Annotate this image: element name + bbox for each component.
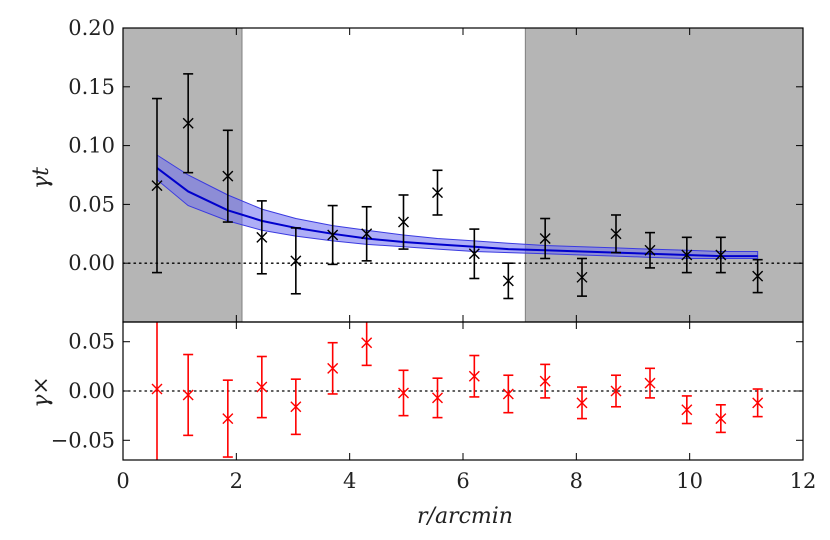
gamma-t-point-11 bbox=[539, 217, 551, 260]
gamma-x-marker-6 bbox=[361, 337, 373, 349]
gamma-x-point-9 bbox=[468, 354, 480, 398]
gamma-x-marker-10 bbox=[502, 388, 514, 400]
model-line bbox=[156, 167, 758, 258]
bottom-points-layer bbox=[151, 322, 764, 460]
gamma-t-marker-11 bbox=[539, 233, 551, 244]
gamma-x-point-4 bbox=[290, 378, 302, 436]
gamma-t-marker-8 bbox=[432, 187, 443, 199]
gamma-t-marker-14 bbox=[644, 244, 656, 256]
gamma-t-marker-5 bbox=[327, 229, 339, 241]
gamma-t-marker-13 bbox=[610, 228, 622, 240]
gamma-t-marker-7 bbox=[398, 216, 409, 228]
gamma-t-marker-2 bbox=[222, 170, 234, 182]
xtick-label-5: 10 bbox=[676, 469, 703, 493]
axis-tick-labels: 0.00 0.05 0.10 0.15 0.20 −0.05 0.00 0.05 0 2 4 6 8 10… bbox=[51, 16, 817, 493]
gamma-t-point-12 bbox=[576, 257, 588, 297]
gamma-t-point-7 bbox=[398, 194, 409, 250]
gamma-t-marker-1 bbox=[182, 117, 194, 129]
gamma-x-point-5 bbox=[327, 341, 339, 395]
xtick-label-4: 8 bbox=[570, 469, 583, 493]
gamma-t-point-15 bbox=[681, 236, 693, 274]
gamma-t-point-4 bbox=[290, 227, 302, 295]
xtick-label-0: 0 bbox=[116, 469, 129, 493]
xtick-label-6: 12 bbox=[790, 469, 817, 493]
gamma-x-marker-4 bbox=[290, 401, 302, 413]
gamma-t-marker-0 bbox=[151, 180, 163, 192]
bottom-ytick-label-2: 0.05 bbox=[68, 330, 115, 354]
gamma-x-point-7 bbox=[398, 369, 409, 417]
gamma-x-point-6 bbox=[361, 322, 373, 367]
gamma-x-marker-17 bbox=[752, 397, 764, 409]
bottom-ytick-label-0: −0.05 bbox=[51, 428, 115, 452]
gamma-x-marker-13 bbox=[610, 385, 622, 397]
top-ytick-label-3: 0.15 bbox=[68, 75, 115, 99]
xtick-label-3: 6 bbox=[456, 469, 469, 493]
gamma-t-marker-17 bbox=[752, 270, 764, 282]
gamma-t-point-3 bbox=[256, 200, 268, 275]
gamma-x-marker-0 bbox=[151, 383, 163, 395]
top-ytick-label-2: 0.10 bbox=[68, 134, 115, 158]
gamma-t-marker-15 bbox=[681, 249, 693, 261]
gamma-t-point-10 bbox=[502, 262, 514, 300]
bottom-ytick-label-1: 0.00 bbox=[68, 379, 115, 403]
gamma-x-marker-15 bbox=[681, 404, 693, 416]
gamma-t-point-8 bbox=[432, 169, 443, 216]
gamma-t-point-0 bbox=[151, 97, 163, 274]
gamma-x-marker-12 bbox=[576, 397, 588, 409]
gamma-t-point-16 bbox=[715, 236, 727, 274]
gamma-x-point-1 bbox=[182, 353, 194, 437]
gamma-t-marker-9 bbox=[468, 248, 480, 260]
gamma-x-marker-11 bbox=[539, 375, 551, 387]
gamma-x-point-14 bbox=[644, 367, 656, 399]
top-y-axis-title: γt bbox=[29, 167, 54, 189]
gamma-x-point-12 bbox=[576, 386, 588, 420]
gamma-x-point-8 bbox=[432, 377, 443, 419]
gamma-x-point-2 bbox=[222, 379, 234, 458]
gamma-x-marker-9 bbox=[468, 370, 480, 382]
gamma-x-point-11 bbox=[539, 363, 551, 399]
gamma-x-point-0 bbox=[151, 322, 163, 460]
gamma-x-point-16 bbox=[715, 403, 727, 434]
gamma-t-point-6 bbox=[361, 205, 373, 262]
top-points-layer bbox=[151, 73, 764, 300]
gamma-x-point-17 bbox=[752, 388, 764, 418]
gamma-t-point-14 bbox=[644, 231, 656, 269]
gamma-x-marker-5 bbox=[327, 362, 339, 374]
top-ytick-label-1: 0.05 bbox=[68, 192, 115, 216]
bottom-y-axis-title: γ× bbox=[29, 376, 54, 408]
excluded-region-1 bbox=[524, 28, 803, 322]
gamma-t-marker-12 bbox=[576, 271, 588, 283]
gamma-x-marker-8 bbox=[432, 392, 443, 404]
top-ytick-label-0: 0.00 bbox=[68, 251, 115, 275]
xtick-label-2: 4 bbox=[343, 469, 356, 493]
gamma-x-point-15 bbox=[681, 395, 693, 425]
gamma-t-point-2 bbox=[222, 129, 234, 223]
gamma-t-marker-10 bbox=[502, 275, 514, 287]
gamma-x-marker-2 bbox=[222, 413, 234, 425]
gamma-t-marker-4 bbox=[290, 255, 302, 267]
gamma-t-marker-3 bbox=[256, 231, 268, 243]
axis-ticks bbox=[122, 27, 804, 460]
gamma-x-marker-3 bbox=[256, 381, 268, 393]
x-axis-title: r/arcmin bbox=[417, 504, 513, 529]
gamma-x-marker-14 bbox=[644, 377, 656, 389]
gamma-x-point-13 bbox=[610, 374, 622, 408]
xtick-label-1: 2 bbox=[230, 469, 243, 493]
gamma-t-marker-16 bbox=[715, 249, 727, 261]
gamma-t-point-1 bbox=[182, 73, 194, 174]
gamma-t-point-13 bbox=[610, 214, 622, 254]
gamma-x-marker-7 bbox=[398, 387, 409, 399]
gamma-t-point-5 bbox=[327, 204, 339, 266]
gamma-t-point-9 bbox=[468, 228, 480, 280]
gamma-x-point-3 bbox=[256, 355, 268, 419]
top-excluded-regions bbox=[123, 28, 803, 322]
gamma-x-marker-16 bbox=[715, 413, 727, 425]
top-ytick-label-4: 0.20 bbox=[68, 16, 115, 40]
gamma-t-point-17 bbox=[752, 258, 764, 294]
gamma-t-marker-6 bbox=[361, 228, 373, 240]
gamma-x-marker-1 bbox=[182, 389, 194, 401]
gamma-x-point-10 bbox=[502, 374, 514, 414]
